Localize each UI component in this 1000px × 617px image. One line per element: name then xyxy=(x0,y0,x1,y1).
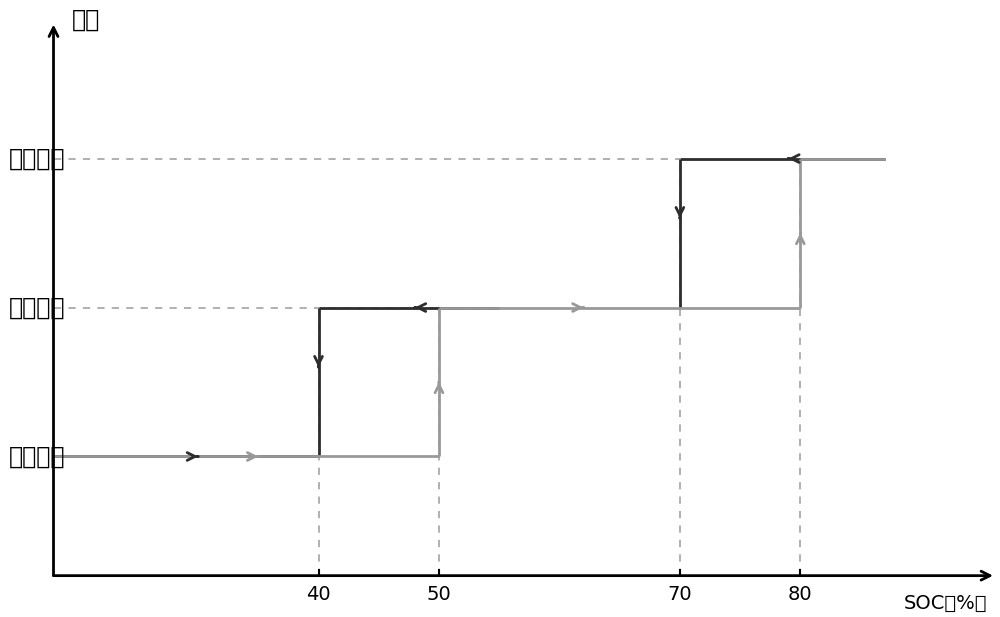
Text: 平衡模式: 平衡模式 xyxy=(9,296,66,320)
Text: 模式: 模式 xyxy=(72,8,100,32)
Text: SOC（%）: SOC（%） xyxy=(904,594,987,613)
Text: 充电模式: 充电模式 xyxy=(9,444,66,468)
Text: 放电模式: 放电模式 xyxy=(9,147,66,170)
